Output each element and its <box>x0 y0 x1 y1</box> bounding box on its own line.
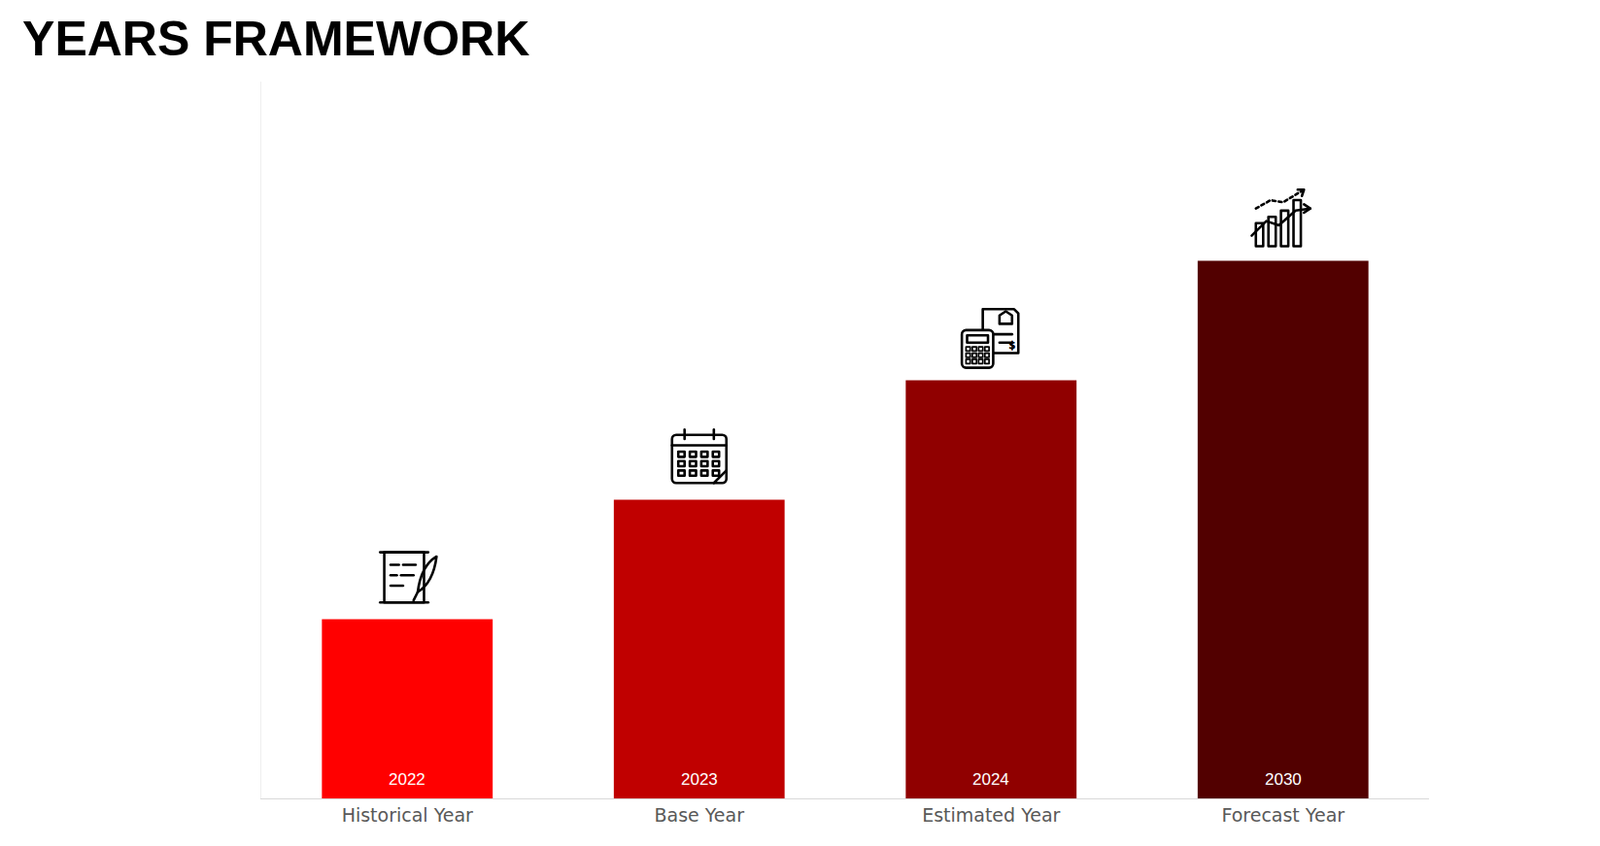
svg-text:Base Year: Base Year <box>653 804 745 826</box>
svg-text:2030: 2030 <box>1264 770 1302 789</box>
svg-text:2022: 2022 <box>388 770 426 789</box>
svg-text:2023: 2023 <box>680 770 718 789</box>
svg-text:YEARS FRAMEWORK: YEARS FRAMEWORK <box>22 11 530 67</box>
svg-text:2024: 2024 <box>972 770 1010 789</box>
svg-text:Historical Year: Historical Year <box>341 804 474 826</box>
svg-text:Forecast Year: Forecast Year <box>1221 804 1345 826</box>
svg-text:Estimated Year: Estimated Year <box>921 804 1060 826</box>
